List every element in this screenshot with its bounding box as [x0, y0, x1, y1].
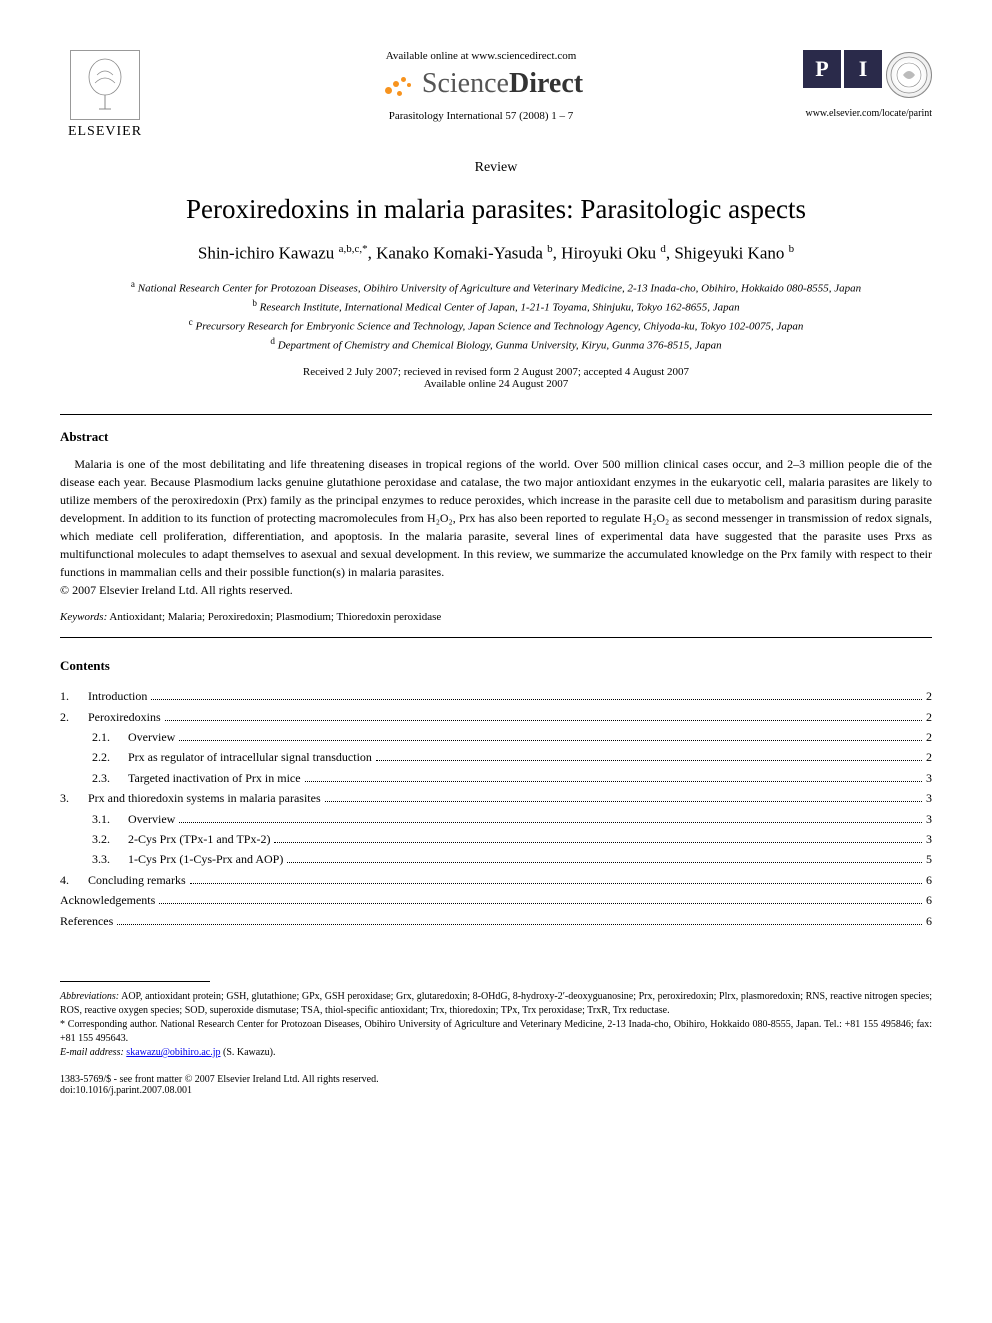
center-header: Available online at www.sciencedirect.co…: [150, 50, 812, 122]
toc-dots: [179, 822, 922, 823]
toc-row: 2. Peroxiredoxins 2: [60, 707, 932, 727]
toc-page: 3: [926, 829, 932, 849]
elsevier-tree-icon: [70, 50, 140, 120]
toc-page: 3: [926, 788, 932, 808]
toc-label: Concluding remarks: [88, 870, 186, 890]
authors: Shin-ichiro Kawazu a,b,c,*, Kanako Komak…: [60, 243, 932, 264]
email-label: E-mail address:: [60, 1047, 124, 1058]
keywords-text: Antioxidant; Malaria; Peroxiredoxin; Pla…: [107, 611, 441, 623]
toc-dots: [190, 883, 922, 884]
rule-top: [60, 414, 932, 415]
sd-brand-2: Direct: [509, 68, 583, 99]
toc-row: 3.2. 2-Cys Prx (TPx-1 and TPx-2) 3: [60, 829, 932, 849]
abbrev-text: AOP, antioxidant protein; GSH, glutathio…: [60, 991, 932, 1016]
keywords-label: Keywords:: [60, 611, 107, 623]
toc-label: 2-Cys Prx (TPx-1 and TPx-2): [128, 829, 270, 849]
toc-label: 1-Cys Prx (1-Cys-Prx and AOP): [128, 849, 283, 869]
contents-list: 1. Introduction 2 2. Peroxiredoxins 2 2.…: [60, 686, 932, 931]
toc-row: 3.1. Overview 3: [60, 809, 932, 829]
toc-label: Acknowledgements: [60, 890, 155, 910]
article-title: Peroxiredoxins in malaria parasites: Par…: [60, 194, 932, 225]
abstract-text: Malaria is one of the most debilitating …: [60, 455, 932, 599]
toc-dots: [274, 842, 922, 843]
journal-reference: Parasitology International 57 (2008) 1 –…: [150, 110, 812, 122]
toc-page: 2: [926, 707, 932, 727]
available-online-date: Available online 24 August 2007: [424, 378, 569, 390]
email-suffix: (S. Kawazu).: [220, 1047, 275, 1058]
sciencedirect-logo: ScienceDirect: [150, 68, 812, 100]
toc-row: 4. Concluding remarks 6: [60, 870, 932, 890]
toc-dots: [325, 801, 922, 802]
abstract-copyright: © 2007 Elsevier Ireland Ltd. All rights …: [60, 583, 293, 597]
bottom-block: 1383-5769/$ - see front matter © 2007 El…: [60, 1074, 932, 1096]
affiliations: a National Research Center for Protozoan…: [60, 278, 932, 355]
toc-dots: [165, 720, 922, 721]
toc-row: Acknowledgements 6: [60, 890, 932, 910]
toc-label: Prx and thioredoxin systems in malaria p…: [88, 788, 321, 808]
abstract-heading: Abstract: [60, 429, 932, 445]
toc-dots: [376, 760, 922, 761]
keywords: Keywords: Antioxidant; Malaria; Peroxire…: [60, 611, 932, 623]
corresponding-author-footnote: * Corresponding author. National Researc…: [60, 1018, 932, 1046]
toc-page: 6: [926, 870, 932, 890]
received-dates: Received 2 July 2007; recieved in revise…: [303, 366, 689, 378]
toc-page: 6: [926, 890, 932, 910]
toc-label: Prx as regulator of intracellular signal…: [128, 747, 372, 767]
toc-page: 6: [926, 911, 932, 931]
toc-row: 2.2. Prx as regulator of intracellular s…: [60, 747, 932, 767]
article-type: Review: [60, 160, 932, 176]
footnote-rule: [60, 981, 210, 982]
publisher-logo: ELSEVIER: [60, 50, 150, 140]
toc-row: References 6: [60, 911, 932, 931]
toc-row: 2.1. Overview 2: [60, 727, 932, 747]
publisher-name: ELSEVIER: [68, 124, 142, 140]
toc-dots: [287, 862, 922, 863]
email-footnote: E-mail address: skawazu@obihiro.ac.jp (S…: [60, 1046, 932, 1060]
pi-badge: P I: [803, 50, 882, 88]
toc-row: 1. Introduction 2: [60, 686, 932, 706]
sd-dots-icon: [379, 73, 415, 99]
abstract-body: Malaria is one of the most debilitating …: [60, 457, 932, 579]
sd-brand-1: Science: [422, 68, 509, 99]
toc-label: Introduction: [88, 686, 147, 706]
issn-line: 1383-5769/$ - see front matter © 2007 El…: [60, 1074, 932, 1085]
toc-row: 3.3. 1-Cys Prx (1-Cys-Prx and AOP) 5: [60, 849, 932, 869]
toc-label: References: [60, 911, 113, 931]
toc-page: 3: [926, 768, 932, 788]
doi-line: doi:10.1016/j.parint.2007.08.001: [60, 1085, 932, 1096]
header: ELSEVIER Available online at www.science…: [60, 50, 932, 140]
journal-logo-block: P I www.elsevier.com/locate/parint: [812, 50, 932, 119]
toc-page: 2: [926, 686, 932, 706]
toc-page: 2: [926, 747, 932, 767]
abbrev-label: Abbreviations:: [60, 991, 119, 1002]
toc-label: Targeted inactivation of Prx in mice: [128, 768, 301, 788]
toc-page: 5: [926, 849, 932, 869]
pi-i-icon: I: [844, 50, 882, 88]
corr-label: * Corresponding author.: [60, 1019, 158, 1030]
contents-heading: Contents: [60, 658, 932, 674]
rule-after-keywords: [60, 637, 932, 638]
toc-row: 3. Prx and thioredoxin systems in malari…: [60, 788, 932, 808]
toc-dots: [305, 781, 922, 782]
email-link[interactable]: skawazu@obihiro.ac.jp: [126, 1047, 220, 1058]
dates: Received 2 July 2007; recieved in revise…: [60, 366, 932, 390]
toc-dots: [117, 924, 922, 925]
toc-label: Overview: [128, 727, 175, 747]
toc-page: 2: [926, 727, 932, 747]
toc-dots: [179, 740, 922, 741]
toc-dots: [151, 699, 922, 700]
corr-text: National Research Center for Protozoan D…: [60, 1019, 932, 1044]
available-online: Available online at www.sciencedirect.co…: [150, 50, 812, 62]
society-seal-icon: [886, 52, 932, 98]
toc-label: Peroxiredoxins: [88, 707, 161, 727]
journal-url: www.elsevier.com/locate/parint: [805, 108, 932, 119]
toc-page: 3: [926, 809, 932, 829]
pi-p-icon: P: [803, 50, 841, 88]
toc-label: Overview: [128, 809, 175, 829]
abbreviations-footnote: Abbreviations: AOP, antioxidant protein;…: [60, 990, 932, 1018]
toc-dots: [159, 903, 922, 904]
toc-row: 2.3. Targeted inactivation of Prx in mic…: [60, 768, 932, 788]
